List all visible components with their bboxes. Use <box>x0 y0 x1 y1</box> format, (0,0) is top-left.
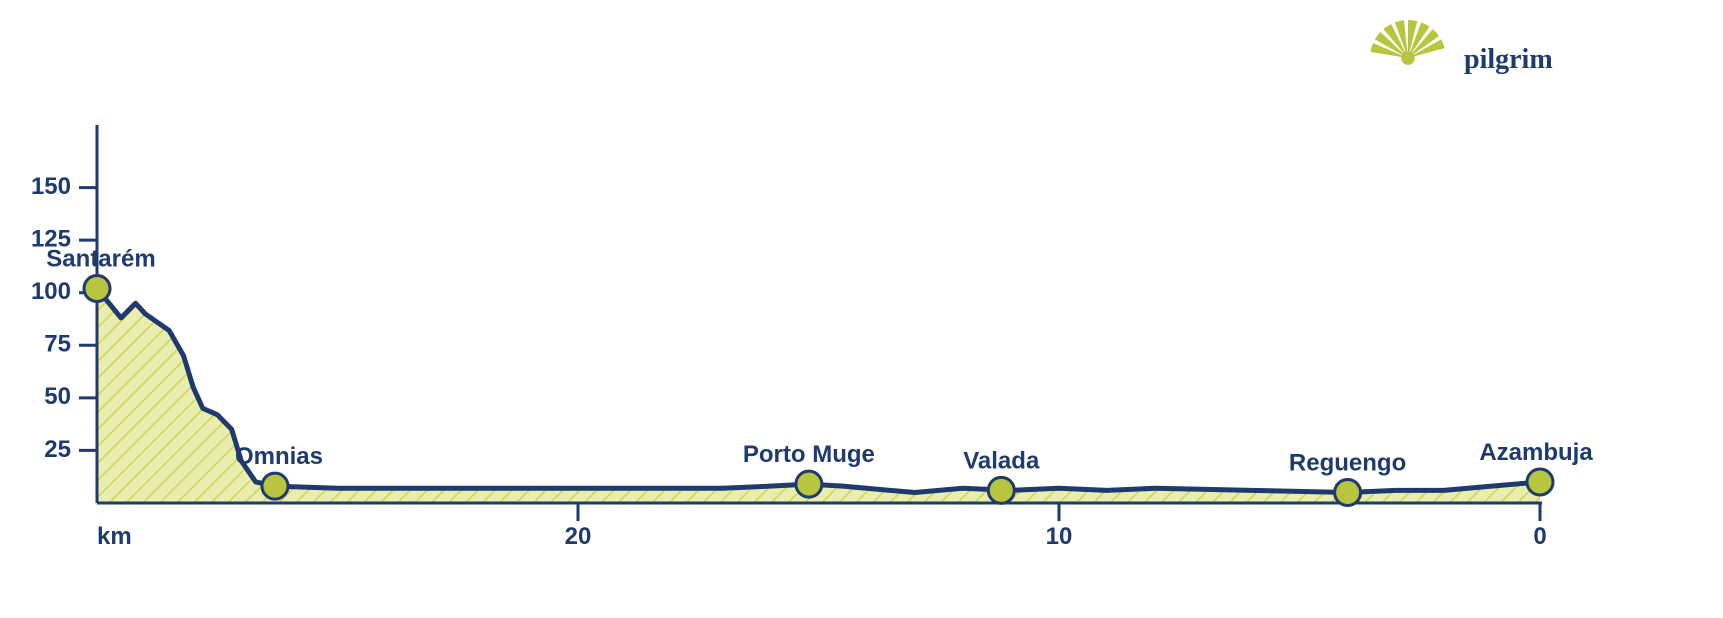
chart-svg: 25507510012515001020kmSantarémOmniasPort… <box>0 0 1723 613</box>
y-tick-label: 150 <box>31 173 71 200</box>
city-label: Porto Muge <box>743 441 875 468</box>
y-tick-label: 50 <box>44 383 71 410</box>
x-axis-unit: km <box>97 523 132 550</box>
y-tick-label: 100 <box>31 278 71 305</box>
city-label: Valada <box>963 447 1040 474</box>
city-label: Azambuja <box>1479 439 1593 466</box>
brand-name: pilgrim <box>1464 44 1553 75</box>
city-marker <box>796 471 822 497</box>
x-tick-label: 0 <box>1533 523 1546 550</box>
city-marker <box>84 276 110 302</box>
city-marker <box>1527 469 1553 495</box>
x-tick-label: 20 <box>565 523 592 550</box>
city-marker <box>988 477 1014 503</box>
city-label: Santarém <box>46 246 155 273</box>
city-marker <box>1335 479 1361 505</box>
y-tick-label: 75 <box>44 331 71 358</box>
y-tick-label: 25 <box>44 436 71 463</box>
city-label: Reguengo <box>1289 449 1406 476</box>
elevation-chart: 25507510012515001020kmSantarémOmniasPort… <box>0 0 1723 613</box>
city-label: Omnias <box>235 443 323 470</box>
city-marker <box>262 473 288 499</box>
x-tick-label: 10 <box>1046 523 1073 550</box>
